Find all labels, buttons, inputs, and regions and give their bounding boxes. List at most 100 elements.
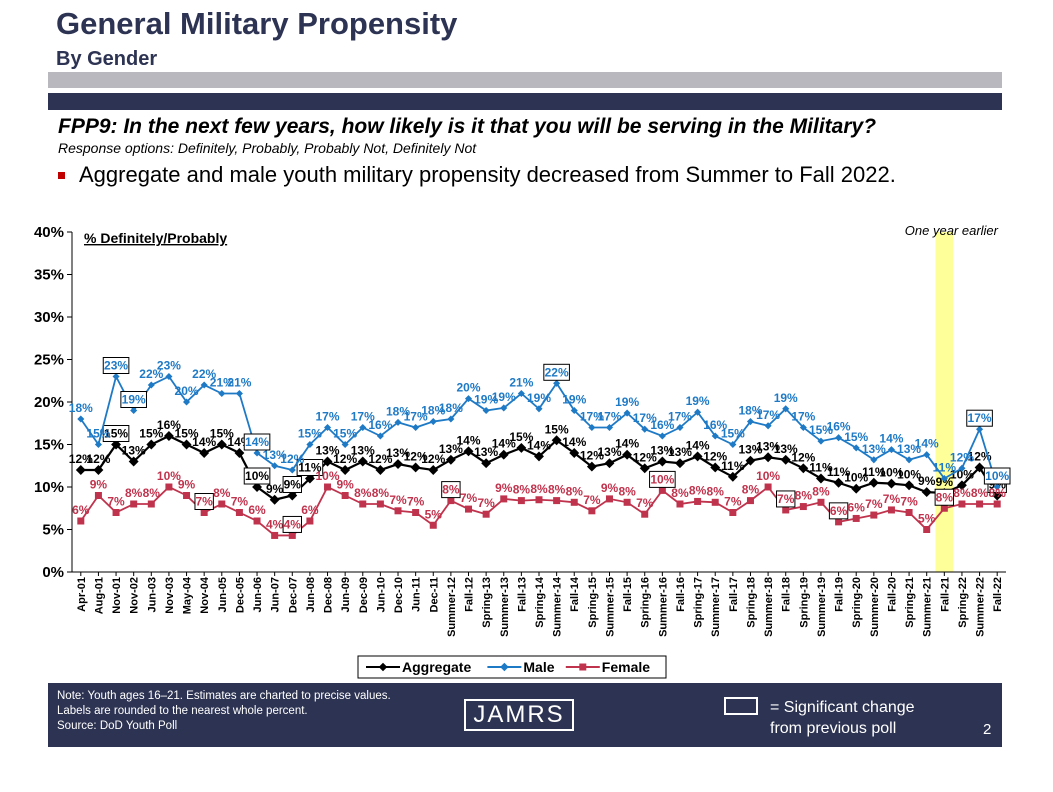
data-point-male — [94, 440, 102, 449]
x-tick-label: Apr-01 — [76, 577, 88, 612]
x-tick-label: Dec-09 — [358, 577, 370, 613]
data-point-male — [782, 405, 790, 413]
data-point-female — [324, 483, 332, 491]
data-label-female: 7% — [636, 496, 654, 510]
data-point-aggregate — [463, 446, 474, 457]
annotation-one-year-earlier: One year earlier — [905, 223, 999, 238]
significance-box — [296, 459, 324, 476]
data-label-aggregate: 11% — [298, 461, 322, 475]
data-label-aggregate: 15% — [545, 422, 569, 436]
series-aggregate: 12%12%15%13%15%16%15%14%15%14%10%9% 9%11%… — [69, 418, 1007, 505]
data-point-aggregate — [886, 478, 897, 489]
data-label-aggregate: 11% — [827, 465, 851, 479]
data-point-aggregate — [252, 482, 262, 492]
data-point-female — [570, 498, 578, 506]
data-label-aggregate: 12% — [580, 449, 604, 463]
data-label-male: 21% — [210, 376, 234, 390]
data-label-female: 10% — [756, 469, 780, 483]
data-point-male — [77, 415, 85, 423]
data-label-female: 8% — [989, 486, 1007, 500]
y-tick-label: 40% — [34, 224, 64, 241]
data-label-female: 7% — [195, 495, 213, 509]
data-label-male: 19% — [774, 391, 798, 405]
data-point-female — [958, 500, 966, 508]
x-tick-label: Fall-16 — [675, 577, 687, 612]
y-tick-label: 20% — [34, 394, 64, 411]
data-point-aggregate — [745, 455, 756, 466]
data-point-male — [271, 462, 279, 470]
data-label-male: 15% — [86, 427, 110, 441]
data-label-female: 7% — [477, 496, 495, 510]
data-label-aggregate: 12% — [333, 452, 357, 466]
x-tick-label: Summer-22 — [975, 577, 987, 637]
data-point-male — [183, 398, 191, 406]
data-point-female — [376, 500, 384, 508]
data-label-aggregate: 13% — [316, 444, 340, 458]
data-label-female: 6% — [72, 503, 90, 517]
data-label-female: 8% — [566, 484, 584, 498]
data-label-female: 8% — [213, 486, 231, 500]
data-label-female: 8% — [143, 486, 161, 500]
data-point-male — [200, 381, 208, 389]
data-label-female: 8% — [707, 484, 725, 498]
chart-title: % Definitely/Probably — [84, 230, 227, 246]
data-label-male: 16% — [827, 420, 851, 434]
data-label-female: 7% — [724, 495, 742, 509]
data-label-male: 19% — [527, 391, 551, 405]
data-point-aggregate — [974, 462, 985, 473]
data-point-male — [940, 474, 948, 483]
data-label-aggregate: 9% — [284, 478, 302, 492]
significance-legend-text: = Significant change from previous poll — [770, 697, 915, 739]
data-point-female — [553, 497, 561, 505]
data-label-aggregate: 12% — [404, 449, 428, 463]
x-tick-label: Jun-06 — [252, 577, 264, 612]
data-label-female: 8% — [936, 490, 954, 504]
data-label-female: 8% — [671, 486, 689, 500]
data-point-female — [976, 500, 984, 508]
x-tick-label: Aug-01 — [93, 577, 105, 614]
data-point-male — [394, 418, 402, 426]
data-label-female: 8% — [442, 483, 460, 497]
data-point-female — [218, 500, 226, 508]
data-point-female — [905, 509, 913, 516]
data-point-aggregate — [146, 439, 157, 450]
data-point-male — [376, 432, 384, 440]
x-tick-label: Fall-14 — [569, 576, 581, 612]
x-tick-label: Fall-21 — [939, 577, 951, 612]
data-label-aggregate: 12% — [968, 449, 992, 463]
data-point-male — [746, 418, 755, 426]
data-point-aggregate — [357, 456, 368, 467]
data-label-male: 20% — [456, 381, 480, 395]
x-tick-label: Spring-16 — [640, 577, 652, 628]
data-label-aggregate: 13% — [122, 444, 146, 458]
data-point-aggregate — [393, 459, 403, 469]
data-point-female — [940, 504, 948, 512]
data-point-aggregate — [287, 490, 298, 501]
data-label-male: 14% — [915, 437, 939, 451]
data-point-aggregate — [269, 494, 280, 505]
data-point-male — [799, 423, 807, 432]
data-label-male: 17% — [351, 410, 375, 424]
data-point-female — [183, 492, 191, 499]
data-point-aggregate — [75, 465, 86, 475]
data-point-female — [817, 498, 825, 506]
data-point-male — [958, 464, 966, 472]
data-point-aggregate — [340, 465, 351, 475]
data-point-male — [323, 423, 332, 432]
data-point-female — [130, 500, 138, 508]
data-point-aggregate — [921, 487, 932, 498]
data-label-aggregate: 11% — [721, 459, 745, 473]
data-point-aggregate — [798, 463, 809, 474]
data-label-male: 19% — [474, 393, 498, 407]
data-point-female — [746, 497, 754, 505]
data-point-male — [852, 444, 860, 452]
data-label-aggregate: 15% — [175, 427, 199, 441]
data-label-female: 8% — [795, 489, 813, 503]
data-point-male — [447, 415, 455, 423]
data-label-male: 13% — [263, 448, 287, 462]
data-point-female — [729, 509, 737, 516]
significance-box — [983, 467, 1011, 485]
data-point-female — [235, 509, 243, 516]
data-point-aggregate — [569, 448, 580, 458]
data-point-male — [412, 423, 420, 432]
